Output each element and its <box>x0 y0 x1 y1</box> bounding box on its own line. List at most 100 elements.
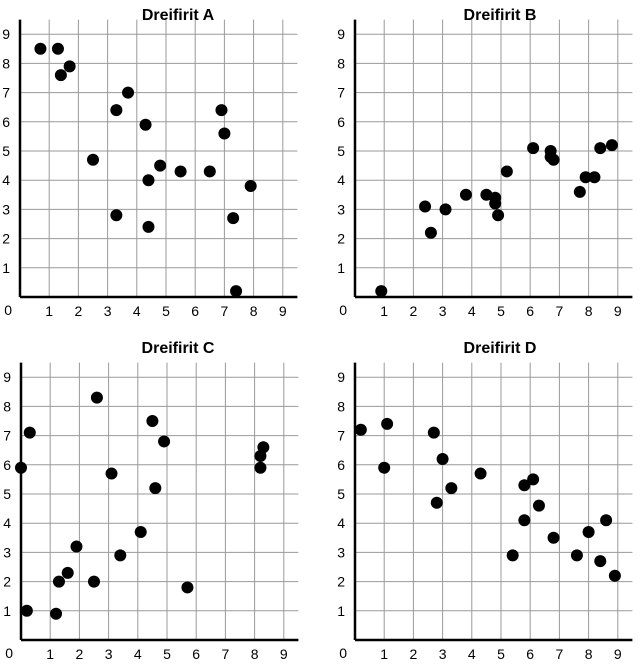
x-tick-label: 9 <box>279 303 287 319</box>
y-tick-label: 7 <box>337 428 345 444</box>
data-point <box>174 165 187 178</box>
data-point <box>63 60 76 73</box>
x-tick-label: 5 <box>163 646 171 662</box>
y-tick-label: 8 <box>337 55 345 71</box>
x-tick-label: 3 <box>104 303 112 319</box>
origin-label: 0 <box>5 645 13 661</box>
scatter-panel-2: Dreifirit B 1 2 3 4 5 6 7 8 9 1 2 3 4 5 6 7 8 9 0 <box>337 7 633 319</box>
data-point <box>459 188 472 201</box>
data-point <box>381 417 394 430</box>
y-tick-label: 5 <box>337 143 345 159</box>
data-point <box>20 604 33 617</box>
y-tick-label: 5 <box>3 486 11 502</box>
y-tick-label: 2 <box>3 574 11 590</box>
x-tick-label: 5 <box>162 303 170 319</box>
data-point <box>527 473 540 486</box>
data-point <box>51 42 64 55</box>
data-point <box>149 482 162 495</box>
data-point <box>378 461 391 474</box>
data-point <box>445 482 458 495</box>
data-point <box>588 171 601 184</box>
data-point <box>547 153 560 166</box>
x-tick-label: 7 <box>556 646 564 662</box>
data-point <box>215 104 228 117</box>
x-tick-label: 2 <box>75 303 83 319</box>
data-point <box>439 203 452 216</box>
data-point <box>354 423 367 436</box>
y-tick-label: 3 <box>337 544 345 560</box>
y-tick-label: 2 <box>2 231 10 247</box>
y-tick-label: 5 <box>2 143 10 159</box>
data-point <box>594 142 607 155</box>
data-point <box>218 127 231 140</box>
x-tick-label: 1 <box>46 646 54 662</box>
data-point <box>579 171 592 184</box>
x-tick-label: 6 <box>526 646 534 662</box>
data-point <box>605 139 618 152</box>
data-point <box>570 549 583 562</box>
scatter-panel-4: Dreifirit D 1 2 3 4 5 6 7 8 9 1 2 3 4 5 6 7 8 9 0 <box>337 340 633 662</box>
data-point <box>23 426 36 439</box>
x-tick-label: 7 <box>556 303 564 319</box>
data-point <box>254 461 267 474</box>
x-tick-label: 6 <box>192 646 200 662</box>
x-tick-label: 8 <box>585 303 593 319</box>
y-tick-label: 5 <box>337 486 345 502</box>
data-point <box>582 525 595 538</box>
data-point <box>492 209 505 222</box>
y-tick-label: 7 <box>337 85 345 101</box>
x-tick-label: 4 <box>468 646 476 662</box>
y-tick-label: 4 <box>337 515 345 531</box>
y-tick-label: 9 <box>2 26 10 42</box>
y-tick-label: 7 <box>2 85 10 101</box>
y-tick-label: 1 <box>337 260 345 276</box>
y-tick-label: 9 <box>337 26 345 42</box>
x-tick-label: 8 <box>585 646 593 662</box>
y-tick-label: 6 <box>2 114 10 130</box>
data-point <box>227 212 240 225</box>
x-tick-label: 7 <box>221 303 229 319</box>
data-point <box>600 514 613 527</box>
y-tick-label: 9 <box>337 369 345 385</box>
x-tick-label: 5 <box>497 646 505 662</box>
y-tick-label: 7 <box>3 428 11 444</box>
data-point <box>87 153 99 166</box>
data-point <box>230 285 243 298</box>
y-tick-label: 1 <box>337 603 345 619</box>
scatter-panel-3: Dreifirit C 1 2 3 4 5 6 7 8 9 1 2 3 4 5 6 7 8 9 0 <box>3 340 299 662</box>
x-tick-label: 2 <box>410 646 418 662</box>
data-point <box>181 581 194 594</box>
data-point <box>139 118 152 131</box>
data-point <box>427 426 440 439</box>
data-point <box>257 441 270 454</box>
data-point <box>110 104 123 117</box>
origin-label: 0 <box>339 645 347 661</box>
x-tick-label: 2 <box>76 646 84 662</box>
data-point <box>500 165 513 178</box>
x-tick-label: 8 <box>250 303 258 319</box>
x-tick-label: 7 <box>222 646 230 662</box>
x-tick-label: 3 <box>439 303 447 319</box>
data-point <box>15 461 27 474</box>
y-tick-label: 2 <box>337 574 345 590</box>
data-point <box>573 185 586 198</box>
y-tick-label: 6 <box>3 457 11 473</box>
y-tick-label: 2 <box>337 231 345 247</box>
x-tick-label: 4 <box>133 303 141 319</box>
x-tick-label: 4 <box>468 303 476 319</box>
data-point <box>114 549 127 562</box>
origin-label: 0 <box>339 302 347 318</box>
x-tick-label: 6 <box>526 303 534 319</box>
y-tick-label: 1 <box>2 260 10 276</box>
data-point <box>375 285 388 298</box>
scatter-panel-1: Dreifirit A 1 2 3 4 5 6 7 8 9 1 2 3 4 5 6 7 8 9 0 <box>2 7 298 319</box>
data-point <box>110 209 123 222</box>
data-point <box>474 467 487 480</box>
data-point <box>158 435 171 448</box>
x-tick-label: 1 <box>380 303 388 319</box>
data-point <box>430 496 443 509</box>
data-point <box>527 142 540 155</box>
data-point <box>70 540 83 553</box>
data-point <box>532 499 545 512</box>
